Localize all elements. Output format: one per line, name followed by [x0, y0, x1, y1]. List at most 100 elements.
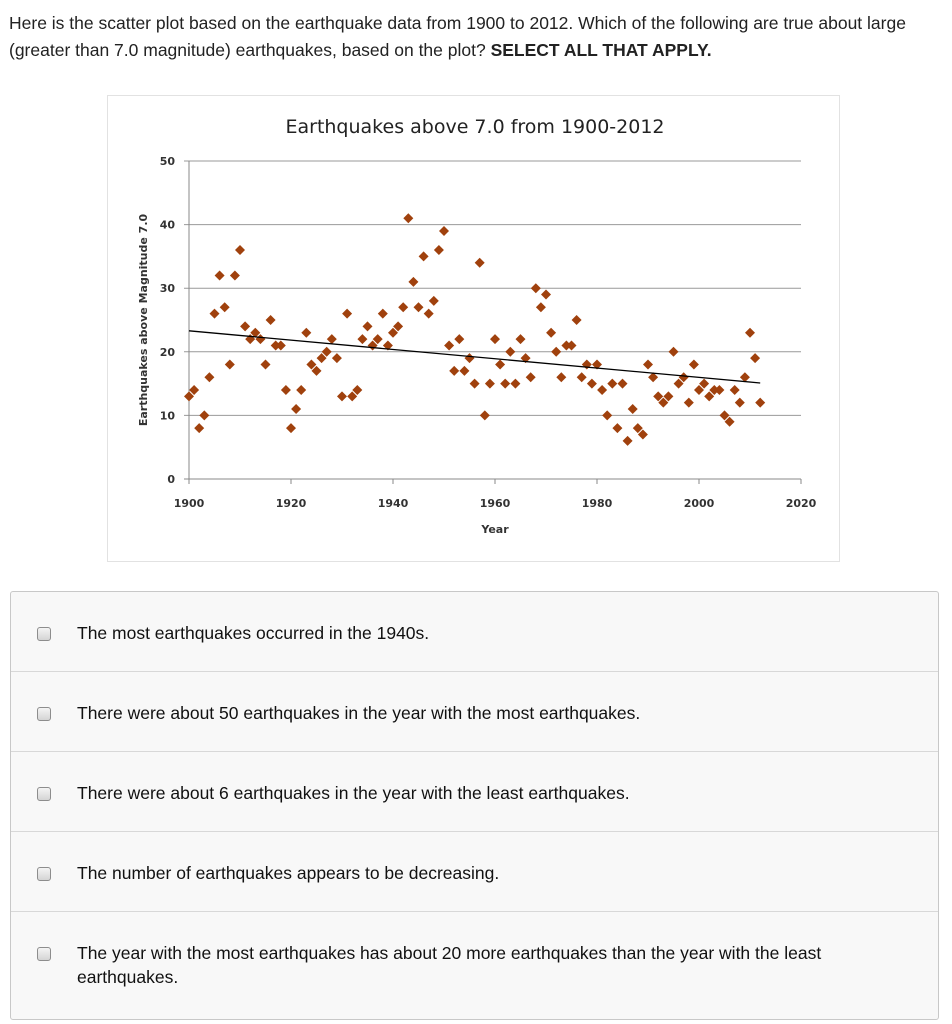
- option-2[interactable]: There were about 50 earthquakes in the y…: [11, 672, 938, 752]
- data-point: [189, 384, 200, 395]
- data-point: [464, 353, 475, 364]
- data-point: [688, 359, 699, 370]
- data-point: [556, 372, 567, 383]
- data-point: [459, 365, 470, 376]
- data-point: [311, 365, 322, 376]
- data-point: [709, 384, 720, 395]
- checkbox[interactable]: [37, 947, 51, 961]
- question-body: Here is the scatter plot based on the ea…: [9, 13, 906, 60]
- data-point: [714, 384, 725, 395]
- data-point: [321, 346, 332, 357]
- data-point: [719, 410, 730, 421]
- option-label: The number of earthquakes appears to be …: [77, 863, 500, 883]
- data-point: [637, 429, 648, 440]
- option-label: There were about 50 earthquakes in the y…: [77, 703, 641, 723]
- checkbox[interactable]: [37, 787, 51, 801]
- data-point: [597, 384, 608, 395]
- data-point: [586, 378, 597, 389]
- data-point: [474, 257, 485, 268]
- data-point: [673, 378, 684, 389]
- data-point: [235, 245, 245, 256]
- data-point: [750, 353, 761, 364]
- data-point: [745, 327, 755, 338]
- data-point: [184, 391, 194, 402]
- data-point: [423, 308, 434, 319]
- data-point: [362, 321, 373, 332]
- data-point: [571, 315, 582, 325]
- data-point: [525, 372, 536, 383]
- x-tick-label: 1960: [480, 497, 511, 510]
- data-point: [291, 404, 302, 415]
- data-point: [388, 327, 398, 338]
- data-point: [607, 378, 618, 389]
- x-tick-label: 1980: [582, 497, 613, 510]
- data-point: [602, 410, 613, 421]
- data-point: [541, 289, 551, 300]
- y-tick-label: 20: [160, 346, 176, 359]
- question-text: Here is the scatter plot based on the ea…: [9, 10, 944, 64]
- data-point: [413, 302, 424, 313]
- data-point: [347, 391, 358, 402]
- data-point: [403, 213, 414, 224]
- data-point: [694, 384, 704, 395]
- data-point: [704, 391, 715, 402]
- data-point: [643, 359, 653, 370]
- data-point: [439, 225, 449, 236]
- data-point: [627, 404, 638, 415]
- data-point: [551, 346, 562, 357]
- data-point: [342, 308, 353, 319]
- x-tick-label: 2000: [684, 497, 715, 510]
- x-axis-label: Year: [480, 523, 509, 536]
- checkbox[interactable]: [37, 867, 51, 881]
- y-tick-label: 30: [160, 282, 176, 295]
- data-point: [240, 321, 251, 332]
- data-point: [428, 295, 439, 306]
- data-point: [546, 327, 557, 338]
- data-point: [592, 359, 602, 370]
- data-point: [250, 327, 261, 338]
- option-1[interactable]: The most earthquakes occurred in the 194…: [11, 592, 938, 672]
- data-point: [229, 270, 240, 281]
- option-5[interactable]: The year with the most earthquakes has a…: [11, 912, 938, 1019]
- data-point: [301, 327, 312, 338]
- option-4[interactable]: The number of earthquakes appears to be …: [11, 832, 938, 912]
- data-point: [469, 378, 480, 389]
- data-point: [576, 372, 587, 383]
- y-tick-label: 50: [160, 155, 176, 168]
- option-label: The most earthquakes occurred in the 194…: [77, 623, 430, 643]
- data-point: [632, 423, 643, 434]
- chart-svg: Earthquakes above 7.0 from 1900-2012 0 10…: [137, 116, 817, 536]
- data-point: [755, 397, 766, 408]
- data-point: [199, 410, 210, 421]
- data-point: [505, 346, 516, 357]
- data-point: [484, 378, 495, 389]
- scatter-chart: Earthquakes above 7.0 from 1900-2012 0 10…: [107, 95, 840, 562]
- answer-options: The most earthquakes occurred in the 194…: [10, 591, 939, 1020]
- data-point: [393, 321, 404, 332]
- data-point: [275, 340, 286, 351]
- data-point: [495, 359, 506, 370]
- data-point: [219, 302, 230, 313]
- option-label: There were about 6 earthquakes in the ye…: [77, 783, 630, 803]
- data-point: [724, 416, 735, 427]
- checkbox[interactable]: [37, 627, 51, 641]
- data-point: [286, 423, 296, 434]
- y-tick-label: 0: [167, 473, 175, 486]
- data-point: [331, 353, 342, 364]
- data-point: [561, 340, 572, 351]
- y-axis-label: Earthquakes above Magnitude 7.0: [137, 213, 150, 426]
- option-3[interactable]: There were about 6 earthquakes in the ye…: [11, 752, 938, 832]
- data-point: [444, 340, 455, 351]
- chart-title: Earthquakes above 7.0 from 1900-2012: [285, 116, 664, 138]
- data-point: [209, 308, 220, 319]
- checkbox[interactable]: [37, 707, 51, 721]
- data-point: [520, 353, 531, 364]
- data-point: [194, 423, 205, 434]
- data-point: [648, 372, 659, 383]
- x-tick-label: 1940: [378, 497, 409, 510]
- data-point: [265, 315, 276, 325]
- data-point: [352, 384, 363, 395]
- data-point: [326, 334, 337, 345]
- x-tick-label: 2020: [786, 497, 817, 510]
- data-point: [204, 372, 215, 383]
